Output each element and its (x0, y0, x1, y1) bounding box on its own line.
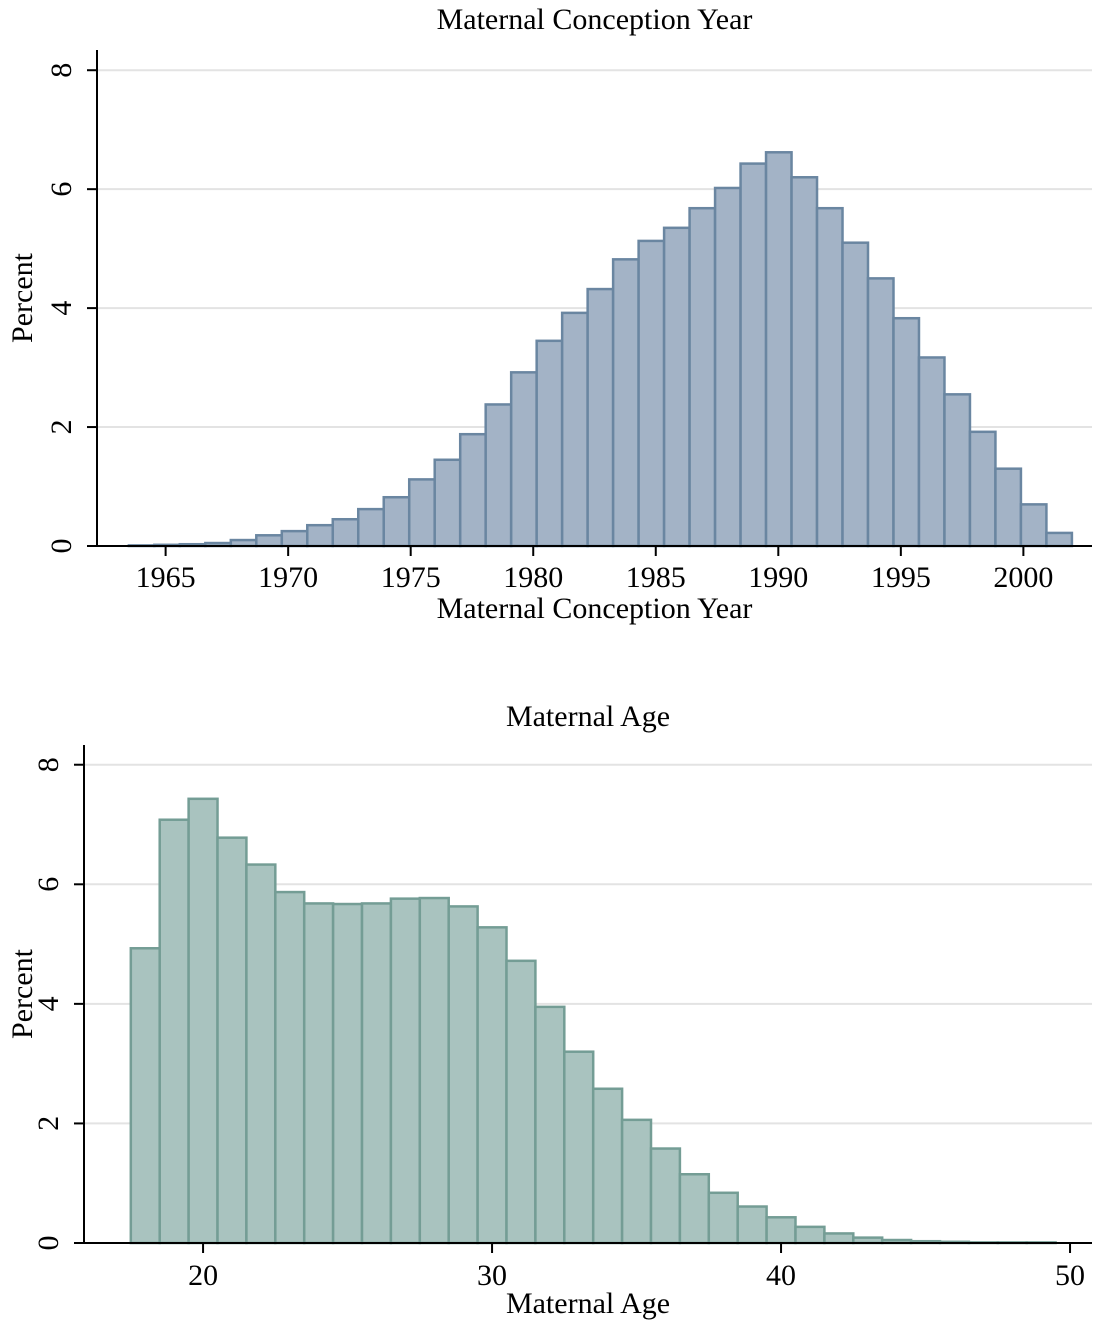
bar (382, 495, 411, 548)
bar (245, 863, 277, 1245)
bar (649, 1147, 682, 1245)
bar (707, 1191, 739, 1245)
bar (994, 467, 1023, 548)
y-tick-label: 4 (32, 996, 65, 1011)
bar (331, 517, 360, 548)
bar (509, 371, 538, 548)
x-tick-label: 50 (1055, 1259, 1085, 1292)
bar (611, 258, 640, 548)
x-tick-label: 1970 (258, 561, 318, 594)
chart-title: Maternal Conception Year (437, 3, 753, 36)
bar (866, 277, 895, 548)
x-axis-label: Maternal Conception Year (437, 592, 753, 625)
x-tick-label: 1995 (871, 561, 931, 594)
chart-title: Maternal Age (506, 700, 670, 733)
bar (591, 1087, 624, 1245)
bar (943, 393, 972, 548)
bar (968, 430, 997, 548)
bar (535, 339, 564, 548)
y-tick-label: 0 (45, 539, 78, 554)
bar (158, 818, 190, 1245)
bar (447, 905, 479, 1245)
bar (187, 797, 219, 1245)
y-tick-label: 6 (32, 877, 65, 892)
bar (739, 162, 768, 548)
y-tick-label: 2 (32, 1116, 65, 1131)
x-tick-label: 20 (188, 1259, 218, 1292)
bar (280, 529, 309, 548)
y-tick-label: 2 (45, 420, 78, 435)
bar (765, 1216, 797, 1245)
bar (458, 432, 487, 548)
y-tick-label: 4 (45, 301, 78, 316)
bar (216, 836, 248, 1245)
bar (736, 1205, 768, 1245)
bar (407, 478, 436, 548)
x-tick-label: 40 (766, 1259, 796, 1292)
y-tick-label: 8 (45, 63, 78, 78)
bar (794, 1225, 826, 1245)
bar (815, 206, 844, 548)
bar (563, 1050, 595, 1245)
y-axis-label: Percent (6, 948, 39, 1039)
bar (620, 1118, 653, 1245)
bar (389, 897, 422, 1245)
bar (1045, 531, 1074, 548)
y-axis-label: Percent (6, 252, 39, 343)
bar (255, 534, 284, 548)
bar (688, 206, 717, 548)
bar (331, 902, 364, 1245)
x-tick-label: 1990 (748, 561, 808, 594)
bar (534, 1005, 566, 1245)
bar (713, 186, 742, 548)
x-tick-label: 1980 (503, 561, 563, 594)
bar (823, 1232, 855, 1245)
x-tick-label: 1985 (626, 561, 686, 594)
x-tick-label: 2000 (993, 561, 1053, 594)
bar (790, 176, 819, 548)
y-tick-label: 6 (45, 182, 78, 197)
bar (129, 947, 161, 1245)
bar (917, 356, 946, 548)
bar (306, 523, 335, 548)
bar (841, 241, 870, 548)
bar (484, 403, 513, 548)
bar (678, 1172, 711, 1245)
bar (433, 458, 462, 548)
bar (586, 287, 615, 548)
x-tick-label: 1965 (136, 561, 196, 594)
bar (302, 902, 335, 1245)
bar (637, 239, 666, 548)
bar (274, 890, 306, 1245)
bar (476, 926, 508, 1245)
x-tick-label: 1975 (381, 561, 441, 594)
bar (1019, 503, 1048, 548)
bar (662, 226, 691, 548)
y-tick-label: 8 (32, 757, 65, 772)
bar (418, 896, 450, 1245)
bar (892, 316, 921, 548)
bar (764, 151, 793, 548)
bar (360, 902, 393, 1245)
bar (505, 959, 537, 1245)
x-tick-label: 30 (477, 1259, 507, 1292)
bar (356, 507, 385, 548)
x-axis-label: Maternal Age (506, 1287, 670, 1320)
y-tick-label: 0 (32, 1236, 65, 1251)
bar (560, 311, 589, 548)
